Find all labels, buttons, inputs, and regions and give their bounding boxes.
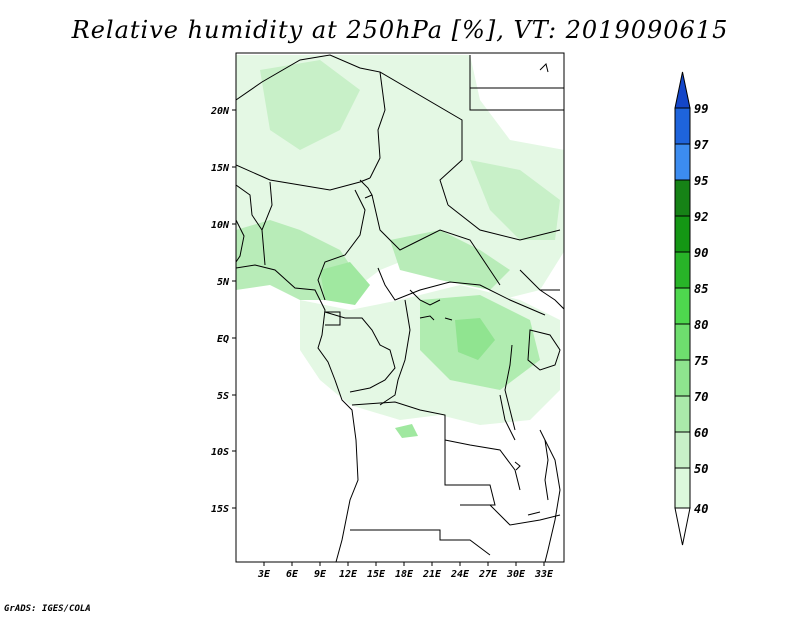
colorbar-label-90: 90 — [694, 246, 708, 260]
rh-60-region-cameroon — [320, 262, 370, 305]
rh-50-region-sahara — [260, 60, 360, 150]
border-nigeria-niger — [261, 181, 273, 266]
border-gabon-congo — [324, 311, 396, 393]
colorbar-swatch-80 — [674, 287, 691, 325]
lat-label-15n: 15N — [211, 163, 230, 174]
lat-label-5s: 5S — [217, 391, 229, 402]
page-title: Relative humidity at 250hPa [%], VT: 201… — [71, 16, 729, 44]
colorbar-label-75: 75 — [694, 354, 708, 368]
lon-label-9e: 9E — [314, 569, 327, 580]
map-frame — [235, 52, 565, 563]
lon-label-21e: 21E — [422, 569, 442, 580]
lon-label-24e: 24E — [450, 569, 470, 580]
colorbar-label-50: 50 — [694, 462, 708, 476]
humidity-shading — [236, 55, 564, 438]
colorbar-label-95: 95 — [694, 174, 708, 188]
colorbar-swatch-75 — [674, 323, 691, 361]
colorbar-bottom-arrow — [674, 507, 691, 546]
rh-70-spot — [455, 318, 495, 360]
lon-label-18e: 18E — [395, 569, 414, 580]
border-drc-tanzania — [499, 394, 516, 441]
border-west-guinea — [236, 219, 245, 263]
colorbar-swatch-97 — [674, 107, 691, 145]
lake-contour-3 — [514, 461, 521, 471]
lat-label-10n: 10N — [211, 220, 230, 231]
lon-label-15e: 15E — [367, 569, 386, 580]
lake-contour-2 — [444, 317, 453, 321]
border-lake-victoria — [527, 329, 561, 371]
border-car-drc — [377, 267, 546, 316]
colorbar-label-99: 99 — [694, 102, 708, 116]
border-zambia-zimbabwe — [489, 504, 561, 526]
grads-credit: GrADS: IGES/COLA — [4, 604, 91, 614]
lon-label-12e: 12E — [339, 569, 358, 580]
border-equatorial-guinea — [325, 311, 341, 326]
colorbar-label-92: 92 — [694, 210, 708, 224]
colorbar-swatch-60 — [674, 395, 691, 433]
border-west-small — [236, 184, 263, 231]
colorbar-swatch-92 — [674, 179, 691, 217]
colorbar-label-97: 97 — [694, 138, 709, 152]
lat-label-5n: 5N — [217, 277, 230, 288]
colorbar-label-40: 40 — [694, 502, 708, 516]
colorbar-top-arrow — [674, 71, 691, 109]
lon-label-30e: 30E — [506, 569, 526, 580]
colorbar-label-80: 80 — [694, 318, 708, 332]
border-mozambique — [539, 429, 561, 562]
rh-50-region-northeast — [470, 160, 560, 240]
lon-label-33e: 33E — [534, 569, 554, 580]
border-lake-malawi — [544, 439, 549, 501]
colorbar-swatch-40 — [674, 467, 691, 509]
lake-contours — [419, 63, 549, 516]
border-lake-chad — [359, 179, 373, 199]
lon-label-3e: 3E — [257, 569, 271, 580]
lat-label-10s: 10S — [211, 447, 229, 458]
border-egypt-sudan — [469, 55, 564, 111]
colorbar-swatch-85 — [674, 251, 691, 289]
latitude-axis: 20N 15N 10N 5N EQ 5S 10S 15S — [210, 106, 236, 515]
border-namibia — [350, 529, 491, 556]
lat-label-20n: 20N — [210, 106, 230, 117]
border-chad-car — [371, 194, 501, 286]
colorbar-label-85: 85 — [694, 282, 708, 296]
longitude-axis: 3E 6E 9E 12E 15E 18E 21E 24E 27E 30E 33E — [257, 562, 554, 580]
border-congo-drc — [379, 299, 411, 406]
lat-label-eq: EQ — [217, 334, 229, 345]
colorbar-swatch-70 — [674, 359, 691, 397]
border-lake-tanganyika — [504, 344, 516, 431]
lake-contour-4 — [527, 511, 541, 516]
colorbar-swatch-50 — [674, 431, 691, 469]
country-borders — [236, 54, 564, 562]
lon-label-27e: 27E — [478, 569, 498, 580]
lake-contour-5 — [539, 63, 549, 73]
lon-label-6e: 6E — [286, 569, 299, 580]
rh-50-spot-angola — [395, 424, 418, 438]
lat-label-15s: 15S — [211, 504, 229, 515]
border-congo-river — [409, 289, 441, 306]
border-zambia-drc — [444, 439, 521, 491]
coastline-west — [236, 264, 359, 562]
border-nigeria-cameroon — [317, 189, 366, 301]
colorbar-swatch-95 — [674, 143, 691, 181]
colorbar-label-70: 70 — [694, 390, 708, 404]
lake-contour-1 — [419, 315, 435, 321]
border-sudan-ssudan — [447, 204, 561, 241]
colorbar-swatch-90 — [674, 215, 691, 253]
border-kenya — [539, 289, 564, 310]
colorbar: 99 97 95 92 90 85 80 75 70 60 50 40 — [674, 71, 709, 546]
colorbar-label-60: 60 — [694, 426, 708, 440]
rh-50-region-car — [390, 230, 510, 290]
border-algeria-niger — [236, 54, 386, 179]
border-libya-chad — [379, 71, 463, 206]
border-angola-zambia — [444, 415, 496, 506]
